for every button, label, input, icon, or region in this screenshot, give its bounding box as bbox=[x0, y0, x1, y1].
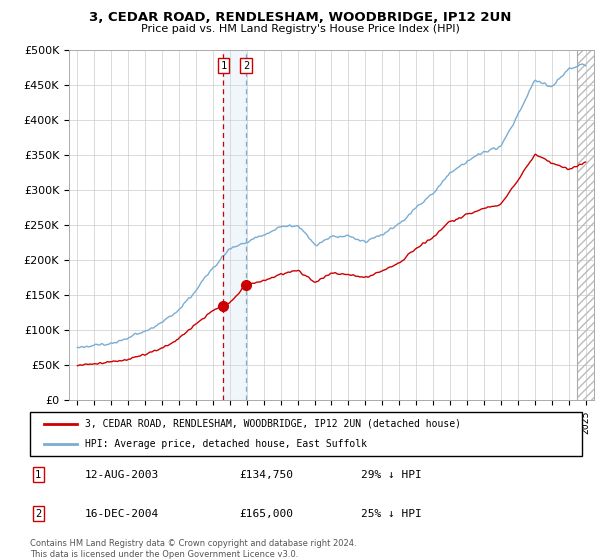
Text: 12-AUG-2003: 12-AUG-2003 bbox=[85, 470, 160, 479]
Text: 2: 2 bbox=[243, 61, 249, 71]
Text: 2: 2 bbox=[35, 509, 41, 519]
Text: 1: 1 bbox=[35, 470, 41, 479]
Text: 3, CEDAR ROAD, RENDLESHAM, WOODBRIDGE, IP12 2UN: 3, CEDAR ROAD, RENDLESHAM, WOODBRIDGE, I… bbox=[89, 11, 511, 24]
Text: 3, CEDAR ROAD, RENDLESHAM, WOODBRIDGE, IP12 2UN (detached house): 3, CEDAR ROAD, RENDLESHAM, WOODBRIDGE, I… bbox=[85, 419, 461, 429]
Text: £134,750: £134,750 bbox=[240, 470, 294, 479]
Text: 1: 1 bbox=[220, 61, 227, 71]
Bar bbox=[223, 50, 246, 400]
Text: 16-DEC-2004: 16-DEC-2004 bbox=[85, 509, 160, 519]
Text: Contains HM Land Registry data © Crown copyright and database right 2024.
This d: Contains HM Land Registry data © Crown c… bbox=[30, 539, 356, 559]
Text: 25% ↓ HPI: 25% ↓ HPI bbox=[361, 509, 422, 519]
Text: 29% ↓ HPI: 29% ↓ HPI bbox=[361, 470, 422, 479]
Text: Price paid vs. HM Land Registry's House Price Index (HPI): Price paid vs. HM Land Registry's House … bbox=[140, 24, 460, 34]
Text: HPI: Average price, detached house, East Suffolk: HPI: Average price, detached house, East… bbox=[85, 439, 367, 449]
Text: £165,000: £165,000 bbox=[240, 509, 294, 519]
